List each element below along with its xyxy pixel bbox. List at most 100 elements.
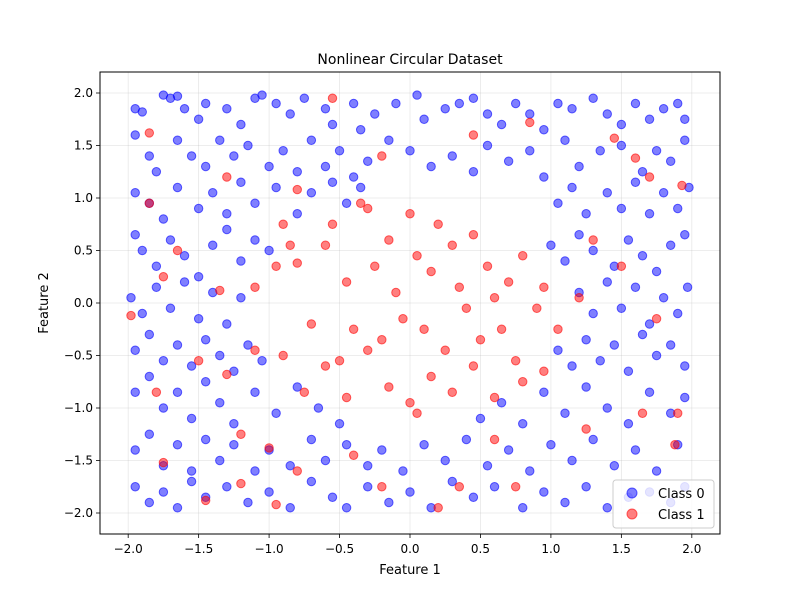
point-class-1 [588, 235, 598, 245]
point-class-1 [489, 392, 500, 403]
y-tick-label: −2.0 [64, 506, 93, 520]
point-class-1 [144, 128, 155, 138]
point-class-0 [574, 161, 584, 172]
point-class-0 [609, 340, 620, 350]
point-class-0 [602, 188, 612, 198]
point-class-1 [363, 203, 373, 214]
point-class-1 [489, 434, 500, 445]
point-class-1 [292, 258, 302, 268]
point-class-1 [468, 130, 479, 140]
point-class-1 [377, 151, 387, 161]
point-class-0 [306, 135, 317, 145]
point-class-0 [581, 335, 591, 345]
point-class-0 [363, 482, 373, 492]
point-class-1 [644, 172, 655, 182]
point-class-0 [271, 182, 281, 193]
point-class-0 [546, 440, 556, 450]
point-class-0 [257, 90, 267, 100]
point-class-0 [179, 104, 190, 114]
point-class-0 [518, 419, 528, 429]
point-class-0 [461, 434, 472, 445]
point-class-0 [651, 146, 662, 156]
point-class-0 [602, 277, 612, 287]
point-class-0 [637, 167, 648, 177]
point-class-0 [616, 203, 627, 214]
point-class-1 [306, 319, 317, 329]
point-class-0 [285, 503, 295, 513]
point-class-0 [518, 503, 528, 513]
x-tick-label: 0.0 [400, 542, 419, 556]
point-class-1 [482, 261, 493, 271]
point-class-0 [560, 497, 570, 508]
point-class-1 [264, 443, 274, 453]
point-class-0 [257, 356, 267, 366]
point-class-0 [581, 382, 591, 392]
point-class-0 [179, 251, 190, 261]
point-class-1 [454, 282, 465, 292]
point-class-0 [243, 340, 253, 350]
point-class-0 [644, 114, 655, 124]
point-class-0 [384, 497, 394, 508]
point-class-0 [222, 482, 232, 492]
point-class-1 [581, 424, 591, 434]
point-class-0 [539, 125, 549, 135]
point-class-0 [200, 161, 211, 172]
point-class-0 [200, 98, 211, 109]
point-class-0 [193, 314, 204, 324]
point-class-0 [630, 282, 641, 292]
point-class-1 [673, 408, 683, 418]
point-class-1 [370, 261, 380, 271]
point-class-1 [468, 230, 479, 240]
point-class-0 [215, 398, 225, 408]
point-class-1 [377, 482, 387, 492]
point-class-0 [229, 419, 239, 429]
x-tick-label: −2.0 [114, 542, 143, 556]
point-class-0 [673, 308, 683, 319]
point-class-0 [510, 98, 521, 109]
point-class-1 [412, 408, 422, 418]
x-axis-label: Feature 1 [379, 563, 441, 578]
point-class-0 [236, 119, 246, 130]
point-class-1 [475, 335, 486, 345]
point-class-1 [285, 240, 295, 250]
point-class-0 [525, 146, 535, 156]
point-class-0 [447, 151, 457, 161]
point-class-0 [193, 203, 204, 214]
point-class-0 [475, 413, 486, 424]
x-tick-label: 0.5 [471, 542, 490, 556]
point-class-1 [327, 219, 338, 229]
point-class-1 [236, 429, 246, 439]
point-class-0 [306, 188, 317, 198]
point-class-0 [222, 319, 232, 329]
point-class-1 [468, 361, 479, 371]
point-class-0 [215, 350, 225, 361]
point-class-0 [222, 224, 232, 235]
point-class-1 [405, 209, 415, 219]
point-class-0 [130, 445, 140, 455]
point-class-0 [574, 230, 584, 240]
point-class-0 [306, 476, 317, 487]
point-class-0 [208, 240, 218, 250]
point-class-0 [363, 461, 373, 471]
point-class-1 [412, 251, 422, 261]
point-class-0 [623, 419, 634, 429]
point-class-1 [292, 466, 302, 476]
point-class-0 [665, 240, 676, 250]
point-class-0 [320, 161, 331, 172]
point-class-1 [278, 219, 288, 229]
point-class-0 [285, 461, 295, 471]
legend: Class 0 Class 1 [612, 479, 715, 529]
y-tick-label: −1.5 [64, 454, 93, 468]
point-class-0 [172, 387, 183, 397]
point-class-0 [158, 214, 169, 224]
point-class-0 [144, 429, 155, 439]
point-class-1 [200, 495, 211, 506]
point-class-0 [595, 356, 605, 366]
point-class-1 [363, 345, 373, 355]
point-class-0 [391, 98, 401, 109]
point-class-1 [144, 198, 155, 208]
point-class-0 [200, 434, 211, 445]
point-class-0 [243, 497, 253, 508]
point-class-0 [454, 98, 465, 109]
